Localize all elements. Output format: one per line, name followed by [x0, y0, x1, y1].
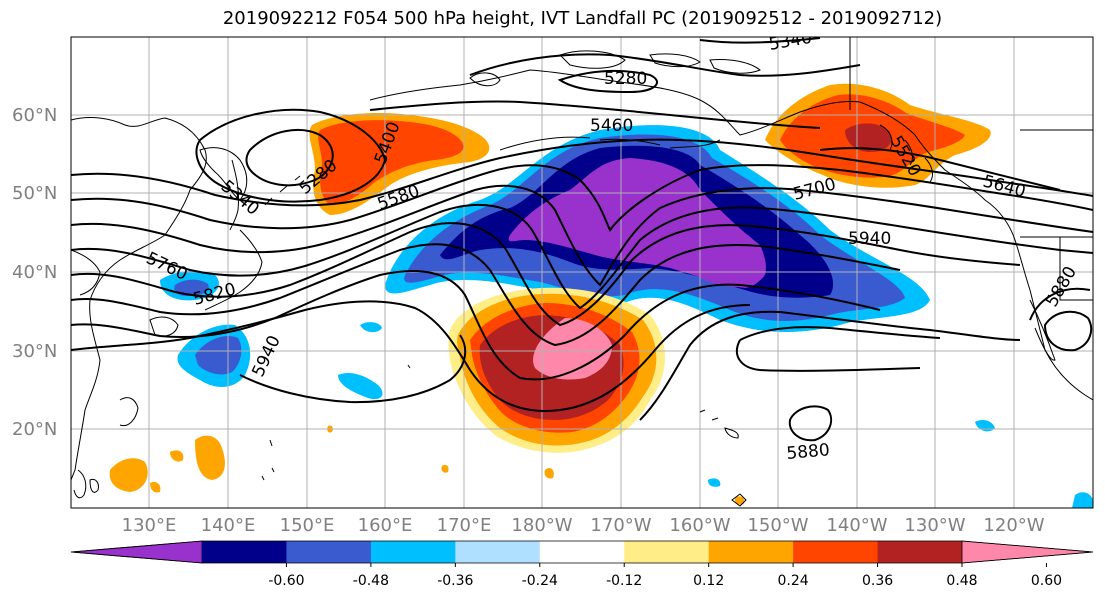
- lat-label-60n: 60°N: [12, 105, 57, 126]
- colorbar: -0.60 -0.48 -0.36 -0.24 -0.12 0.12 0.24 0.36 0.4…: [70, 540, 1094, 589]
- colorbar-segment: [877, 541, 963, 563]
- colorbar-tick-label: 0.24: [778, 573, 809, 589]
- lon-label: 140°E: [201, 515, 256, 536]
- longitude-labels: 130°E 140°E 150°E 160°E 170°E 180°W 170°…: [122, 515, 1045, 536]
- colorbar-segment: [202, 541, 287, 563]
- lon-label: 180°W: [511, 515, 572, 536]
- height-contours: [71, 37, 1093, 442]
- colorbar-tick-label: 0.60: [1031, 573, 1062, 589]
- lon-label: 140°W: [826, 515, 887, 536]
- lon-label: 130°W: [904, 515, 965, 536]
- colorbar-segment: [624, 541, 710, 563]
- lon-label: 150°W: [747, 515, 808, 536]
- colorbar-tick-label: -0.36: [437, 573, 473, 589]
- colorbar-tick-label: -0.48: [353, 573, 389, 589]
- colorbar-extension-low: [70, 540, 203, 564]
- lon-label: 170°E: [437, 515, 492, 536]
- lon-label: 170°W: [590, 515, 651, 536]
- lat-label-20n: 20°N: [12, 419, 57, 440]
- colorbar-segment: [286, 541, 372, 563]
- lon-label: 160°E: [358, 515, 413, 536]
- contour-label: 5280: [604, 69, 647, 89]
- colorbar-segment: [708, 541, 794, 563]
- colorbar-border: [70, 540, 1094, 564]
- colorbar-tick-label: 0.36: [862, 573, 893, 589]
- colorbar-tick-label: -0.60: [268, 573, 304, 589]
- colorbar-ticks: -0.60 -0.48 -0.36 -0.24 -0.12 0.12 0.24 0.36 0.4…: [268, 563, 1062, 589]
- colorbar-tick-label: -0.12: [606, 573, 642, 589]
- lon-label: 160°W: [669, 515, 730, 536]
- map-content: 5340 5280 5460 5280 5400 5340 5580 5760 …: [71, 37, 1093, 508]
- contour-label: 5460: [590, 116, 633, 136]
- contour-label: 5940: [848, 229, 891, 249]
- lon-label: 130°E: [122, 515, 177, 536]
- latitude-labels: 60°N 50°N 40°N 30°N 20°N: [12, 105, 57, 440]
- colorbar-tick-label: -0.24: [522, 573, 558, 589]
- colorbar-segment: [370, 541, 456, 563]
- contour-label: 5880: [786, 440, 831, 464]
- colorbar-tick-label: 0.12: [693, 573, 724, 589]
- negative-ivt-region: [160, 125, 1093, 508]
- colorbar-extension-high: [961, 540, 1094, 564]
- lat-label-40n: 40°N: [12, 262, 57, 283]
- map-title: 2019092212 F054 500 hPa height, IVT Land…: [222, 8, 943, 29]
- colorbar-segment: [455, 541, 541, 563]
- colorbar-segment: [539, 541, 625, 563]
- colorbar-segments: [70, 540, 1094, 564]
- colorbar-tick-label: 0.48: [946, 573, 977, 589]
- grid-lines: [71, 37, 1093, 508]
- lon-label: 120°W: [983, 515, 1044, 536]
- lon-label: 150°E: [280, 515, 335, 536]
- map-border: [70, 36, 1094, 509]
- lat-label-50n: 50°N: [12, 183, 57, 204]
- colorbar-segment: [793, 541, 879, 563]
- lat-label-30n: 30°N: [12, 341, 57, 362]
